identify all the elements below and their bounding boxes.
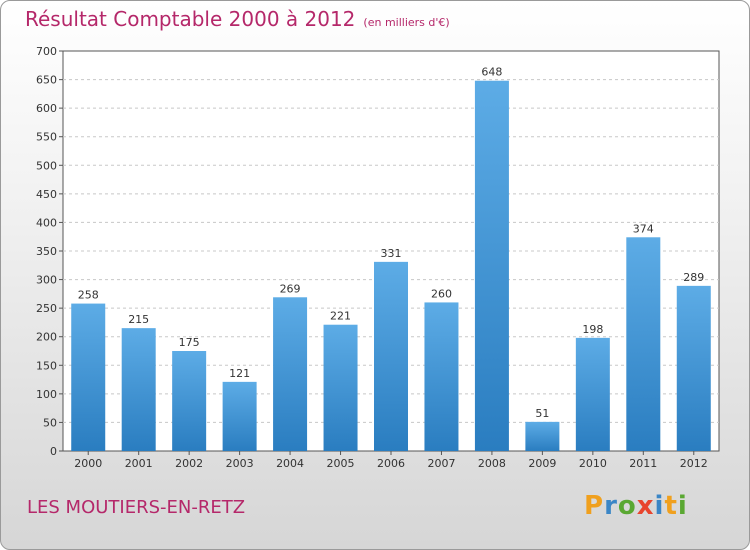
x-tick-label: 2005 <box>327 457 355 470</box>
x-tick-label: 2004 <box>276 457 304 470</box>
data-label: 198 <box>582 323 603 336</box>
data-label: 51 <box>535 407 549 420</box>
chart-title-text: Résultat Comptable 2000 à 2012 <box>25 7 356 31</box>
x-tick-label: 2012 <box>680 457 708 470</box>
bar <box>474 80 509 451</box>
x-tick-label: 2007 <box>427 457 455 470</box>
bar <box>424 302 459 451</box>
x-tick-label: 2006 <box>377 457 405 470</box>
y-tick-label: 400 <box>36 216 57 229</box>
x-tick-label: 2008 <box>478 457 506 470</box>
y-tick-label: 50 <box>43 416 57 429</box>
bar <box>575 337 610 451</box>
data-label: 215 <box>128 313 149 326</box>
logo-letter: P <box>584 491 605 521</box>
data-label: 175 <box>179 336 200 349</box>
bar <box>525 421 560 451</box>
y-tick-label: 350 <box>36 245 57 258</box>
bar <box>374 261 408 451</box>
data-label: 289 <box>683 271 704 284</box>
x-tick-label: 2010 <box>579 457 607 470</box>
x-tick-label: 2000 <box>74 457 102 470</box>
data-label: 260 <box>431 287 452 300</box>
logo-letter: x <box>636 491 655 521</box>
data-label: 331 <box>381 247 402 260</box>
x-tick-label: 2011 <box>629 457 657 470</box>
y-tick-label: 500 <box>36 159 57 172</box>
chart-title: Résultat Comptable 2000 à 2012 (en millie… <box>25 7 450 31</box>
data-label: 121 <box>229 367 250 380</box>
x-tick-label: 2002 <box>175 457 203 470</box>
y-tick-label: 150 <box>36 359 57 372</box>
y-tick-label: 200 <box>36 331 57 344</box>
bar <box>71 303 106 451</box>
x-tick-label: 2001 <box>125 457 153 470</box>
bar <box>121 328 156 451</box>
y-tick-label: 100 <box>36 388 57 401</box>
data-label: 374 <box>633 222 654 235</box>
x-tick-label: 2009 <box>528 457 556 470</box>
y-tick-label: 550 <box>36 131 57 144</box>
y-tick-label: 250 <box>36 302 57 315</box>
bar <box>626 237 661 451</box>
bar <box>172 351 207 451</box>
y-tick-label: 600 <box>36 102 57 115</box>
bar <box>676 285 711 451</box>
y-tick-label: 650 <box>36 74 57 87</box>
logo-letter: t <box>664 491 678 521</box>
chart-subtitle: (en milliers d'€) <box>363 16 450 29</box>
logo-letter: i <box>677 491 688 521</box>
y-tick-label: 0 <box>50 445 57 458</box>
y-tick-label: 450 <box>36 188 57 201</box>
data-label: 258 <box>78 289 99 302</box>
y-tick-label: 300 <box>36 274 57 287</box>
y-tick-label: 700 <box>36 45 57 58</box>
logo-letter: i <box>654 491 665 521</box>
data-label: 221 <box>330 310 351 323</box>
data-label: 648 <box>481 66 502 79</box>
logo-letter: o <box>617 491 637 521</box>
bar <box>323 324 358 451</box>
x-tick-label: 2003 <box>226 457 254 470</box>
data-label: 269 <box>280 282 301 295</box>
proxiti-logo: Proxiti <box>584 491 688 521</box>
bar <box>273 297 308 451</box>
bar <box>222 381 257 451</box>
logo-letter: r <box>604 491 618 521</box>
commune-name: LES MOUTIERS-EN-RETZ <box>27 497 246 518</box>
